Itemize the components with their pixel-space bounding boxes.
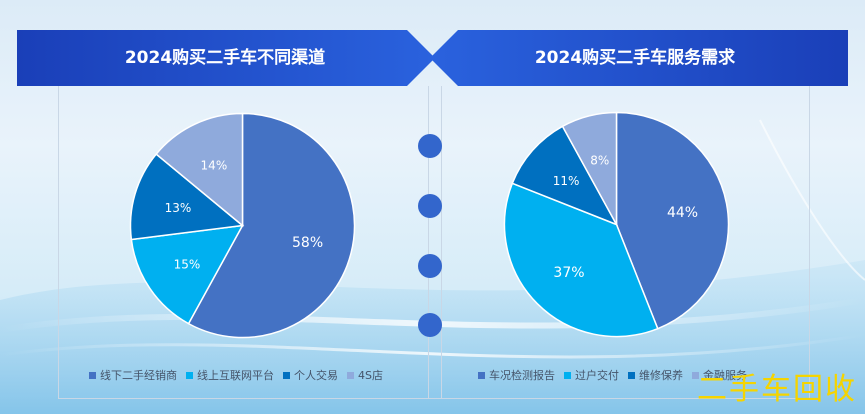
legend-item: 线上互联网平台 — [186, 367, 274, 383]
legend-swatch — [628, 371, 635, 379]
legend-swatch — [186, 371, 193, 379]
legend-item: 4S店 — [347, 367, 383, 383]
divider-dot — [418, 313, 442, 337]
legend-swatch — [283, 371, 290, 379]
left-legend: 线下二手经销商 线上互联网平台 个人交易 4S店 — [89, 367, 392, 383]
pie-slice — [129, 153, 245, 241]
pie-slice — [187, 112, 356, 339]
legend-label: 线下二手经销商 — [100, 369, 177, 382]
slice-value-label: 44% — [667, 205, 698, 221]
watermark-text: 二手车回收 — [697, 372, 857, 407]
legend-label: 个人交易 — [294, 369, 338, 382]
slice-value-label: 58% — [292, 235, 323, 251]
slice-value-label: 13% — [165, 201, 192, 215]
slice-value-label: 15% — [174, 257, 201, 271]
pie-slice — [615, 111, 730, 330]
slice-value-label: 11% — [553, 174, 580, 188]
divider-dot — [418, 134, 442, 158]
right-chart-title: 2024购买二手车服务需求 — [534, 48, 736, 68]
legend-item: 金融服务 — [692, 367, 747, 383]
divider-dot — [418, 254, 442, 278]
legend-swatch — [347, 371, 354, 379]
legend-label: 线上互联网平台 — [197, 369, 274, 382]
pie-slice — [511, 125, 619, 226]
left-chart-title: 2024购买二手车不同渠道 — [124, 48, 326, 68]
legend-item: 个人交易 — [283, 367, 338, 383]
legend-item: 车况检测报告 — [478, 367, 555, 383]
right-panel-frame — [428, 86, 810, 399]
divider-dot — [418, 194, 442, 218]
pie-slice — [561, 111, 618, 225]
legend-swatch — [564, 371, 571, 379]
legend-swatch — [478, 371, 485, 379]
slice-value-label: 8% — [590, 153, 609, 167]
legend-item: 过户交付 — [564, 367, 619, 383]
legend-label: 过户交付 — [575, 369, 619, 382]
left-title-banner — [17, 30, 435, 86]
legend-item: 线下二手经销商 — [89, 367, 177, 383]
pie-chart-service-needs: 44% 37% 11% 8% — [503, 111, 730, 338]
right-legend: 车况检测报告 过户交付 维修保养 金融服务 — [478, 367, 756, 383]
legend-swatch — [89, 371, 96, 379]
legend-swatch — [692, 371, 699, 379]
slice-value-label: 14% — [201, 159, 228, 173]
right-title-banner — [430, 30, 848, 86]
pie-slice — [130, 224, 244, 325]
pie-slice — [503, 182, 659, 338]
legend-item: 维修保养 — [628, 367, 683, 383]
legend-label: 维修保养 — [639, 369, 683, 382]
legend-label: 车况检测报告 — [489, 369, 555, 382]
pie-slice — [155, 112, 244, 228]
pie-chart-purchase-channels: 58% 15% 13% 14% — [129, 112, 356, 339]
legend-label: 4S店 — [358, 369, 383, 382]
slice-value-label: 37% — [553, 265, 584, 281]
legend-label: 金融服务 — [703, 369, 747, 382]
left-panel-frame — [58, 86, 442, 399]
